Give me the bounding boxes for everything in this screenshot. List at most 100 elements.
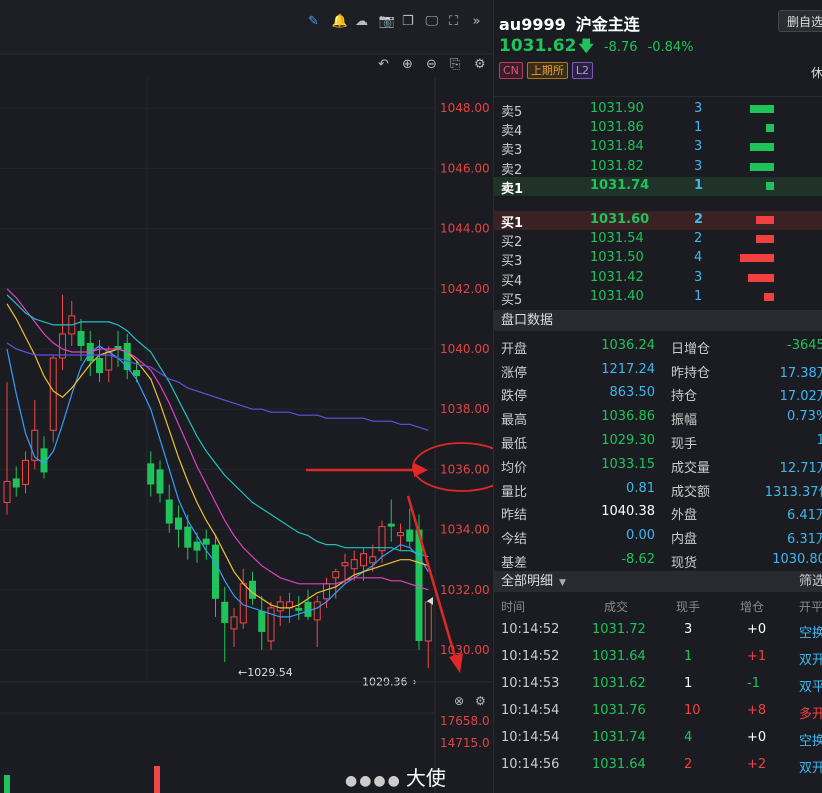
trade-time: 10:14:52: [501, 621, 560, 637]
candle-body: [332, 571, 340, 579]
stat-value: 0.00: [626, 528, 655, 544]
fullscreen-icon: ⛶: [448, 14, 459, 29]
candle-body: [258, 610, 266, 632]
stat-label: 现货: [671, 556, 698, 572]
price-tick-label: 1038.00: [440, 402, 490, 416]
trade-oi-change: +8: [747, 702, 767, 718]
zoom-in-icon: ⊕: [402, 57, 413, 72]
trade-price: 1031.64: [592, 756, 646, 772]
close-pane-icon: ⊗: [454, 694, 464, 708]
asks-volume-bar: [766, 181, 774, 190]
stat-label: 昨持仓: [671, 365, 711, 381]
stats-row: 今结 0.00 内盘 6.31万: [494, 524, 822, 548]
quote-header: au9999 沪金主连 删自选 1031.62 🡇 -8.76 -0.84% CN 上期…: [494, 0, 822, 97]
bids-row[interactable]: 买5 1031.40 1: [494, 288, 822, 308]
dropdown-triangle-icon[interactable]: ▼: [559, 577, 566, 588]
kline-chart-panel[interactable]: ✎ 🔔 ☁ 📷 ❐ 🖵 ⛶ » ↶ ⊕ ⊖ ⎘ ⚙ 1048.00 1046.00 1044.00 1042.0…: [0, 0, 493, 793]
asks-row[interactable]: 卖3 1031.84 3: [494, 138, 822, 158]
candle-body: [276, 601, 284, 612]
candle-body: [295, 607, 303, 611]
market-status: 休: [811, 66, 822, 80]
stats-row: 涨停 1217.24 昨持仓 17.38万: [494, 358, 822, 382]
symbol-name: 沪金主连: [575, 15, 640, 34]
zoom-out-icon: ⊖: [426, 57, 437, 72]
stat-label: 现手: [671, 437, 698, 453]
candle-body: [313, 601, 321, 621]
book-spacer: [494, 196, 822, 211]
trade-row[interactable]: 10:14:52 1031.72 3 +0 空换: [494, 616, 822, 643]
stats-row: 开盘 1036.24 日增仓 -3645: [494, 334, 822, 358]
stat-value: 1040.38: [601, 504, 655, 520]
ma-line-4: [6, 342, 429, 431]
stat-value: -8.62: [621, 552, 655, 568]
bids-level-label: 买3: [501, 254, 523, 270]
trade-row[interactable]: 10:14:56 1031.64 2 +2 双开: [494, 751, 822, 778]
bids-level-label: 买4: [501, 273, 523, 289]
stat-value: 17.38万: [779, 365, 822, 381]
candle-body: [212, 544, 219, 599]
trades-title[interactable]: 全部明细: [501, 573, 554, 589]
trade-oi-change: +0: [747, 621, 767, 637]
candle-body: [123, 342, 131, 371]
asks-row[interactable]: 卖1 1031.74 1: [494, 176, 822, 197]
candle-body: [156, 469, 164, 494]
low-price-label: ←1029.54: [238, 666, 293, 679]
stat-value: -3645: [787, 337, 822, 353]
remove-watchlist-button[interactable]: 删自选: [778, 10, 822, 32]
price-change-pct: -0.84%: [647, 40, 694, 55]
trade-row[interactable]: 10:14:53 1031.62 1 -1 双平: [494, 670, 822, 697]
asks-row[interactable]: 卖4 1031.86 1: [494, 119, 822, 139]
trade-row[interactable]: 10:14:52 1031.64 1 +1 双开: [494, 643, 822, 670]
bids-price: 1031.40: [590, 288, 644, 304]
tag-cn: CN: [499, 62, 523, 79]
asks-level-label: 卖1: [501, 181, 524, 197]
trade-type: 双开: [799, 760, 822, 776]
asks-qty: 1: [694, 120, 703, 136]
filter-button[interactable]: 筛选: [799, 573, 822, 589]
stat-label: 最高: [501, 413, 528, 429]
pencil-icon: ✎: [308, 14, 319, 29]
bids-price: 1031.60: [590, 211, 650, 227]
candle-body: [22, 459, 29, 485]
trade-row[interactable]: 10:14:54 1031.74 4 +0 空换: [494, 724, 822, 751]
kline-chart[interactable]: ✎ 🔔 ☁ 📷 ❐ 🖵 ⛶ » ↶ ⊕ ⊖ ⎘ ⚙ 1048.00 1046.00 1044.00 1042.0…: [0, 0, 493, 793]
stats-row: 最高 1036.86 振幅 0.73%: [494, 405, 822, 429]
symbol-code: au9999: [499, 15, 566, 34]
asks-row[interactable]: 卖5 1031.90 3: [494, 100, 822, 120]
bids-row[interactable]: 买4 1031.42 3: [494, 269, 822, 289]
asks-volume-bar: [766, 124, 774, 133]
trade-time: 10:14:54: [501, 702, 560, 718]
stats-header: 盘口数据: [494, 309, 822, 331]
stat-label: 基差: [501, 556, 528, 572]
undo-icon: ↶: [378, 57, 389, 72]
candle-body: [114, 345, 122, 349]
asks-row[interactable]: 卖2 1031.82 3: [494, 158, 822, 178]
bids-row[interactable]: 买2 1031.54 2: [494, 230, 822, 250]
stat-value: 1: [817, 433, 822, 448]
trade-oi-change: -1: [747, 675, 760, 691]
price-tick-label: 1034.00: [440, 523, 490, 537]
bids-row[interactable]: 买1 1031.60 2: [494, 210, 822, 231]
trade-price: 1031.62: [592, 675, 646, 691]
bids-row[interactable]: 买3 1031.50 4: [494, 249, 822, 270]
watermark-text: 大使: [405, 766, 446, 790]
candle-body: [40, 448, 48, 473]
stat-value: 863.50: [609, 385, 656, 401]
trades-header-bar[interactable]: 全部明细 ▼ 筛选: [494, 570, 822, 592]
candle-body: [341, 562, 349, 567]
asks-volume-bar: [750, 162, 774, 171]
candle-body: [406, 529, 414, 542]
candle-body: [59, 333, 66, 359]
stat-label: 持仓: [671, 389, 698, 405]
trade-row[interactable]: 10:14:54 1031.76 10 +8 多开: [494, 697, 822, 724]
ma-line-2: [6, 288, 429, 591]
bell-icon: 🔔: [332, 13, 348, 29]
last-price-value: 1031.62: [499, 36, 577, 56]
trade-oi-change: +0: [747, 729, 767, 745]
trade-time: 10:14:56: [501, 756, 560, 772]
candle-body: [369, 556, 377, 564]
stat-value: 17.02万: [779, 389, 822, 405]
annotation-arrow-head-2: [449, 653, 463, 673]
asks-price: 1031.84: [590, 139, 644, 155]
asks-qty: 3: [694, 101, 703, 116]
